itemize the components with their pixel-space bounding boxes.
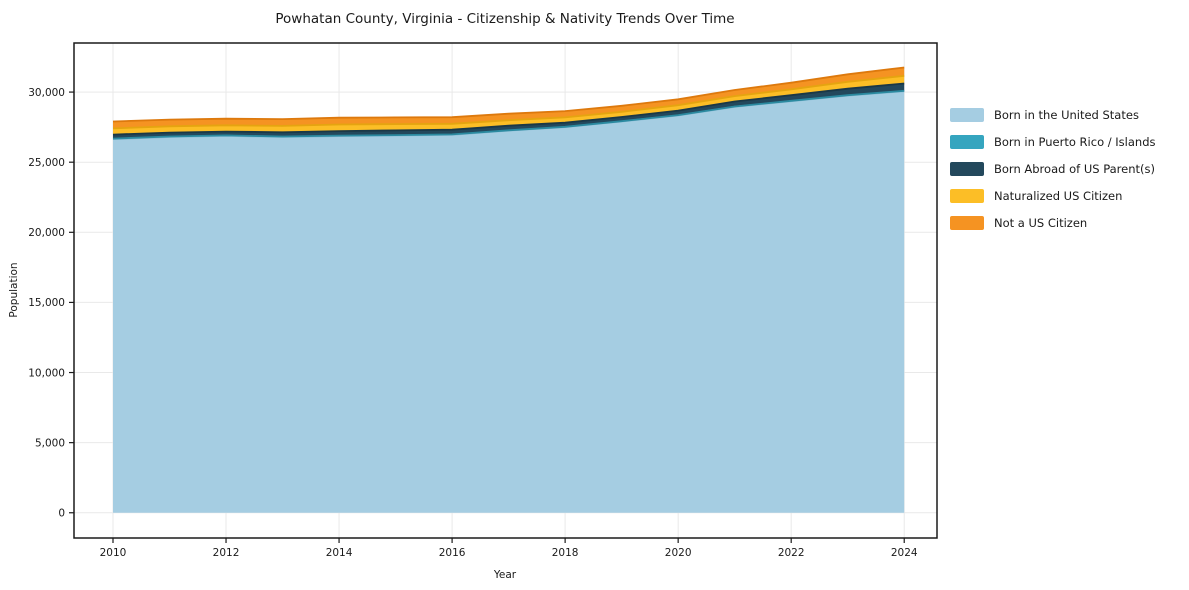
area-edge-line [112,74,905,130]
legend-swatch-icon [950,215,984,230]
legend-item: Born in the United States [950,101,1156,128]
y-axis-label: Population [8,262,20,317]
y-tick-label: 10,000 [28,367,65,379]
legend-label: Born in the United States [994,107,1139,122]
y-tick-label: 25,000 [28,157,65,169]
legend-label: Born in Puerto Rico / Islands [994,134,1156,149]
stacked-area-layer [112,66,905,513]
plot-border [73,42,938,539]
legend-swatch-icon [950,107,984,122]
x-tick-label: 2016 [439,547,466,559]
tick-layer: 2010 2012 2014 2016 2018 2020 2022 2024 0 5,000 10… [28,87,918,559]
legend-swatch-icon [950,161,984,176]
area-band [113,75,905,135]
x-tick-label: 2010 [100,547,127,559]
chart-legend: Born in the United States Born in Puerto … [950,101,1156,236]
legend-swatch-icon [950,188,984,203]
x-tick-label: 2014 [326,547,353,559]
y-tick-label: 15,000 [28,297,65,309]
legend-item: Not a US Citizen [950,209,1156,236]
chart-title: Powhatan County, Virginia - Citizenship … [275,11,734,27]
y-tick-label: 0 [58,508,65,520]
x-tick-label: 2020 [665,547,692,559]
area-edge-line [112,66,905,123]
legend-item: Born in Puerto Rico / Islands [950,128,1156,155]
legend-item: Naturalized US Citizen [950,182,1156,209]
area-edge-line [112,89,905,140]
x-tick-label: 2022 [778,547,805,559]
y-tick-label: 20,000 [28,227,65,239]
x-tick-label: 2018 [552,547,579,559]
area-band [113,67,905,129]
y-tick-label: 5,000 [35,437,65,449]
x-tick-label: 2024 [891,547,918,559]
x-axis-label: Year [493,569,517,581]
area-band [113,91,905,513]
area-edge-line [112,82,905,136]
legend-label: Born Abroad of US Parent(s) [994,161,1155,176]
legend-item: Born Abroad of US Parent(s) [950,155,1156,182]
x-tick-label: 2012 [213,547,240,559]
legend-label: Naturalized US Citizen [994,188,1123,203]
legend-swatch-icon [950,134,984,149]
y-tick-label: 30,000 [28,87,65,99]
legend-label: Not a US Citizen [994,215,1088,230]
